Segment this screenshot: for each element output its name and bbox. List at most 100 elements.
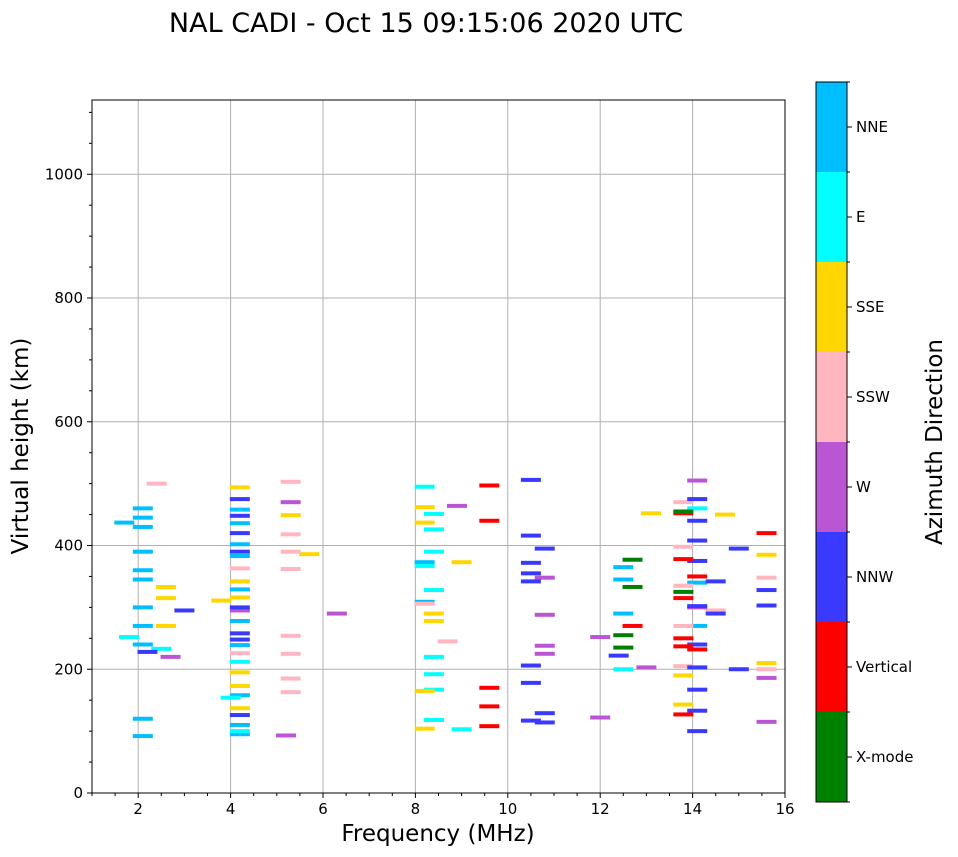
echo-mark [229,608,250,613]
echo-mark [687,665,708,670]
y-tick-label: 600 [54,413,83,431]
echo-mark [423,618,444,623]
echo-mark [229,554,250,559]
echo-mark [276,733,297,738]
echo-mark [414,688,435,693]
colorbar-segment [816,82,847,172]
echo-mark [229,651,250,656]
echo-mark [118,635,139,640]
echo-mark [673,544,694,549]
echo-mark [132,568,153,573]
echo-mark [756,675,777,680]
echo-mark [229,485,250,490]
echo-mark [641,511,662,516]
echo-mark [229,713,250,718]
y-axis-label: Virtual height (km) [8,338,34,555]
echo-mark [229,706,250,711]
echo-mark [414,601,435,606]
colorbar-segment [816,262,847,352]
colorbar-title: Azimuth Direction [922,339,948,545]
echo-mark [437,639,458,644]
echo-mark [613,565,634,570]
echo-mark [520,663,541,668]
echo-mark [673,712,694,717]
echo-mark [132,734,153,739]
echo-mark [446,503,467,508]
echo-mark [423,611,444,616]
echo-mark [705,579,726,584]
echo-mark [687,538,708,543]
echo-mark [414,560,435,565]
echo-mark [613,577,634,582]
plot-marks [114,477,777,739]
echo-mark [132,549,153,554]
echo-mark [423,588,444,593]
echo-mark [687,729,708,734]
x-tick-label: 6 [318,800,328,818]
echo-mark [132,716,153,721]
echo-mark [229,549,250,554]
echo-mark [520,718,541,723]
echo-mark [155,623,176,628]
echo-mark [673,636,694,641]
echo-mark [687,506,708,511]
echo-mark [137,649,158,654]
echo-mark [160,654,181,659]
echo-mark [229,637,250,642]
echo-mark [479,685,500,690]
echo-mark [132,605,153,610]
echo-mark [414,484,435,489]
echo-mark [534,643,555,648]
colorbar-frame [815,81,848,803]
echo-mark [229,521,250,526]
echo-mark [613,645,634,650]
echo-mark [687,708,708,713]
echo-mark [229,729,250,734]
echo-mark [229,579,250,584]
colorbar: X-mode Vertical NNW W SSW SSE E NNE [815,81,913,803]
echo-mark [132,623,153,628]
echo-mark [673,644,694,649]
echo-mark [280,479,301,484]
echo-mark [756,603,777,608]
echo-mark [520,571,541,576]
echo-mark [229,497,250,502]
echo-mark [414,505,435,510]
echo-mark [479,518,500,523]
echo-mark [687,574,708,579]
echo-mark [229,587,250,592]
echo-mark [151,646,172,651]
echo-mark [229,618,250,623]
echo-mark [705,611,726,616]
colorbar-label: SSW [856,388,890,406]
echo-mark [673,673,694,678]
echo-mark [280,690,301,695]
y-tick-label: 0 [73,784,83,802]
y-axis: 0 200 400 600 800 1000 [45,111,92,802]
echo-mark [673,702,694,707]
echo-mark [132,506,153,511]
echo-mark [687,687,708,692]
echo-mark [229,693,250,698]
chart-title: NAL CADI - Oct 15 09:15:06 2020 UTC [169,8,683,39]
y-tick-label: 1000 [45,165,83,183]
echo-mark [414,520,435,525]
x-axis: 2 4 6 8 10 12 14 16 [91,793,795,818]
echo-mark [673,664,694,669]
x-tick-label: 14 [683,800,702,818]
echo-mark [520,560,541,565]
echo-mark [132,524,153,529]
echo-mark [155,596,176,601]
echo-mark [229,732,250,737]
echo-mark [534,575,555,580]
echo-mark [423,527,444,532]
echo-mark [132,577,153,582]
echo-mark [280,567,301,572]
echo-mark [687,623,708,628]
echo-mark [622,623,643,628]
echo-mark [590,715,611,720]
echo-mark [229,507,250,512]
echo-mark [756,667,777,672]
x-tick-label: 12 [591,800,610,818]
echo-mark [673,596,694,601]
